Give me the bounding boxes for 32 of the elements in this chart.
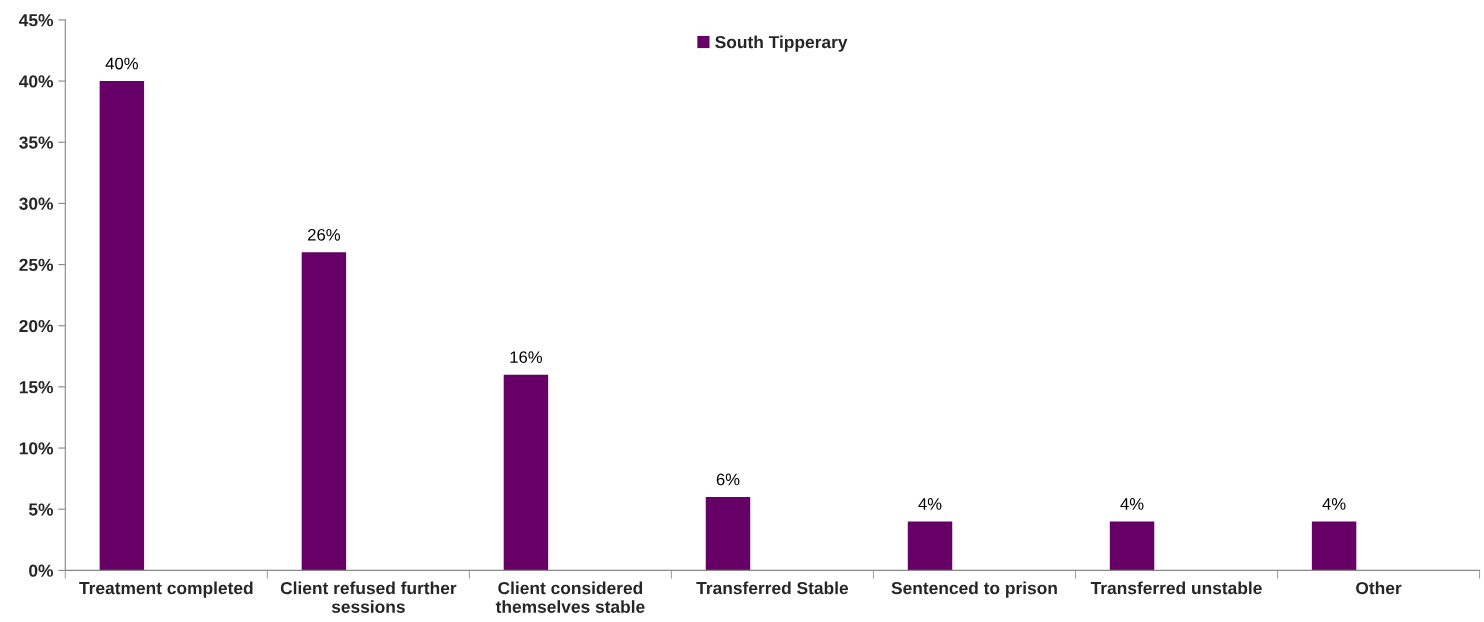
- x-tick-label: Treatment completed: [79, 581, 253, 598]
- data-label: 6%: [716, 473, 740, 486]
- bar: [705, 496, 751, 571]
- y-tick-label: 35%: [19, 136, 54, 149]
- data-label: 26%: [308, 228, 340, 241]
- x-tick-label: Sentenced to prison: [891, 581, 1057, 598]
- bar: [503, 374, 549, 571]
- x-tick-label: Client considered themselves stable: [495, 581, 645, 613]
- legend-label: South Tipperary: [715, 35, 848, 52]
- x-tick-label: Other: [1356, 581, 1402, 595]
- bar: [301, 252, 347, 571]
- data-label: 4%: [1322, 498, 1346, 510]
- y-tick-label: 25%: [19, 258, 54, 272]
- y-tick-label: 10%: [19, 442, 54, 455]
- bar: [907, 521, 953, 571]
- y-tick-label: 5%: [28, 503, 54, 516]
- bar: [99, 81, 145, 571]
- y-tick-label: 45%: [19, 14, 54, 27]
- x-tick-label: Transferred Stable: [696, 581, 849, 595]
- data-label: 40%: [105, 57, 138, 70]
- data-label: 4%: [918, 498, 942, 510]
- y-tick-label: 0%: [29, 564, 54, 577]
- bar: [1311, 521, 1357, 571]
- y-tick-label: 15%: [19, 381, 54, 394]
- x-tick-label: Transferred unstable: [1090, 581, 1262, 595]
- y-tick-label: 40%: [19, 75, 54, 88]
- data-label: 4%: [1120, 498, 1144, 510]
- data-label: 16%: [510, 351, 543, 364]
- bar: [1109, 521, 1155, 571]
- y-tick-label: 20%: [19, 319, 54, 333]
- x-tick-label: Client refused further sessions: [280, 581, 457, 613]
- y-tick-label: 30%: [19, 197, 54, 210]
